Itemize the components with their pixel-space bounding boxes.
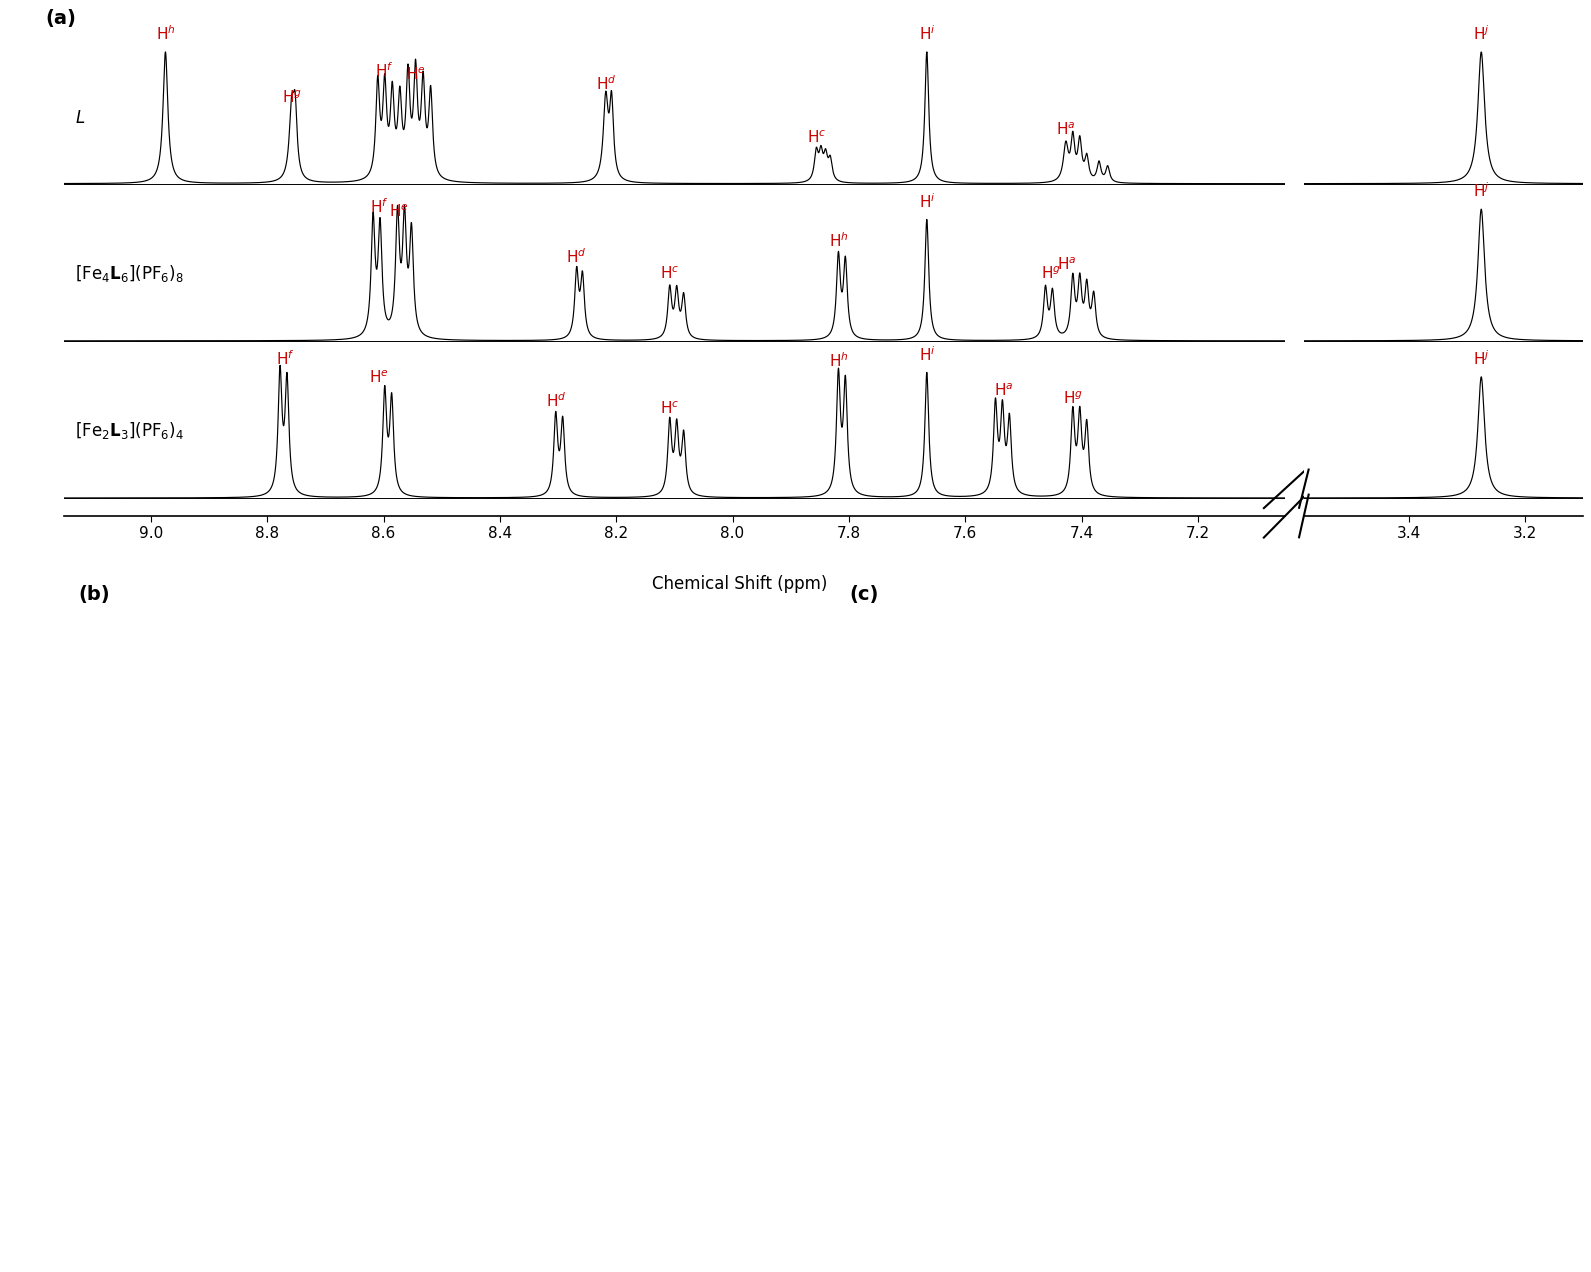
Text: H$^{a}$: H$^{a}$ bbox=[1058, 256, 1077, 272]
Text: H$^{c}$: H$^{c}$ bbox=[807, 130, 826, 146]
Text: H$^{d}$: H$^{d}$ bbox=[595, 74, 616, 93]
Text: H$^{c}$: H$^{c}$ bbox=[660, 266, 679, 282]
Text: Chemical Shift (ppm): Chemical Shift (ppm) bbox=[652, 575, 827, 593]
Text: (c): (c) bbox=[850, 585, 878, 603]
Text: H$^{g}$: H$^{g}$ bbox=[1041, 266, 1061, 282]
Text: H$^{h}$: H$^{h}$ bbox=[156, 24, 175, 43]
Text: H$^{d}$: H$^{d}$ bbox=[566, 247, 587, 266]
Text: (b): (b) bbox=[78, 585, 110, 603]
Text: H$^{e}$: H$^{e}$ bbox=[369, 370, 388, 387]
Text: H$^{f}$: H$^{f}$ bbox=[277, 349, 296, 368]
Text: $[\mathrm{Fe}_2\mathbf{L}_3](\mathrm{PF}_6)_4$: $[\mathrm{Fe}_2\mathbf{L}_3](\mathrm{PF}… bbox=[75, 420, 185, 441]
Text: $\mathit{L}$: $\mathit{L}$ bbox=[75, 109, 86, 127]
Text: H$^{f}$: H$^{f}$ bbox=[369, 197, 388, 216]
Text: H$^{i}$: H$^{i}$ bbox=[918, 345, 936, 364]
Text: H$^{j}$: H$^{j}$ bbox=[1473, 24, 1489, 43]
Text: H$^{i}$: H$^{i}$ bbox=[918, 24, 936, 43]
Text: (a): (a) bbox=[45, 9, 76, 28]
Text: H$^{h}$: H$^{h}$ bbox=[829, 232, 848, 251]
Text: H$^{h}$: H$^{h}$ bbox=[829, 352, 848, 370]
Text: H$^{g}$: H$^{g}$ bbox=[282, 89, 302, 107]
Text: H$^{a}$: H$^{a}$ bbox=[994, 383, 1013, 399]
Text: H$^{g}$: H$^{g}$ bbox=[1063, 391, 1083, 407]
Text: H$^{c}$: H$^{c}$ bbox=[660, 399, 679, 416]
Text: H$^{e}$: H$^{e}$ bbox=[406, 66, 426, 83]
Text: H$^{e}$: H$^{e}$ bbox=[388, 204, 409, 220]
Text: $[\mathrm{Fe}_4\mathbf{L}_6](\mathrm{PF}_6)_8$: $[\mathrm{Fe}_4\mathbf{L}_6](\mathrm{PF}… bbox=[75, 263, 185, 284]
Text: H$^{a}$: H$^{a}$ bbox=[1056, 121, 1076, 137]
Text: H$^{i}$: H$^{i}$ bbox=[918, 192, 936, 211]
Text: H$^{j}$: H$^{j}$ bbox=[1473, 349, 1489, 368]
Text: H$^{f}$: H$^{f}$ bbox=[375, 61, 395, 80]
Text: H$^{j}$: H$^{j}$ bbox=[1473, 182, 1489, 200]
Text: H$^{d}$: H$^{d}$ bbox=[546, 392, 566, 410]
